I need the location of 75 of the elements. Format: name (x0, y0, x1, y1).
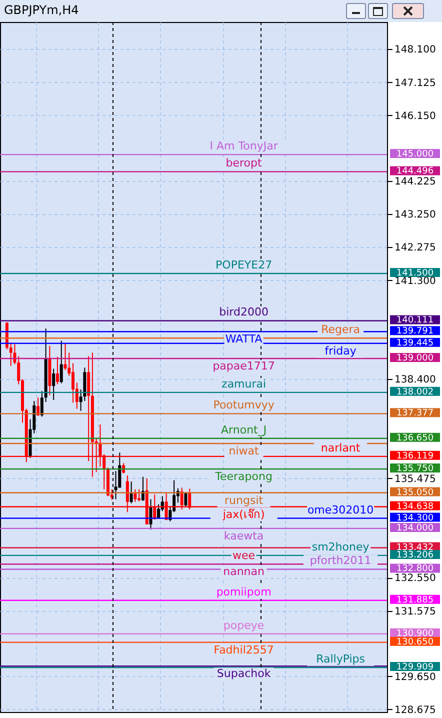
text: 135.050 (396, 488, 434, 498)
candlestick (60, 340, 63, 384)
text: 139.445 (396, 338, 434, 348)
ref-line-label: RallyPips (316, 652, 366, 666)
ref-line-label: beropt (226, 156, 263, 170)
text: 145.000 (396, 150, 434, 160)
y-tick-label: 135.475 (394, 474, 436, 485)
y-tick-label: 131.575 (394, 606, 436, 618)
ref-line-label: narlant (320, 441, 361, 454)
y-tick-label: 147.125 (394, 78, 436, 89)
ref-line-label: Supachok (216, 667, 272, 680)
ref-line-label: jax(เจ๊ก) (222, 508, 265, 521)
ref-line-label: niwat (228, 444, 260, 458)
y-tick-label: 132.550 (394, 573, 436, 584)
text: 129.909 (396, 662, 434, 673)
ref-line-label: wee (232, 548, 256, 562)
chart-title: GBPJPYm,H4 (4, 3, 79, 17)
y-tick-label: 129.650 (394, 672, 436, 683)
candlestick (130, 481, 133, 504)
y-tick-label: 141.300 (394, 276, 436, 287)
ref-line-label: pomiipom (216, 585, 272, 598)
ref-line-label: Regera (321, 323, 360, 336)
ref-line-label: bird2000 (219, 306, 268, 319)
candlestick (184, 492, 188, 508)
ref-line-label: I Am TonyJar (210, 140, 278, 153)
text: 136.119 (396, 451, 434, 462)
ref-line-label: rungsit (224, 494, 264, 507)
y-tick-label: 138.400 (394, 374, 436, 386)
candlestick (13, 344, 16, 365)
text: 130.900 (396, 628, 434, 639)
candlestick (138, 488, 141, 502)
candlestick (56, 356, 59, 385)
ref-line-label: ome302010 (307, 503, 374, 516)
ref-line-label: sm2honey (312, 540, 370, 554)
ref-line-label: papae1717 (212, 360, 275, 372)
y-tick-label: 144.225 (394, 176, 436, 188)
y-tick-label: 142.275 (394, 242, 436, 254)
ref-line-label: Teerapong (214, 470, 272, 483)
ref-line-label: Fadhil2557 (214, 643, 274, 656)
ref-line-label: Arnont_J (221, 423, 267, 436)
text: 135.750 (396, 464, 434, 474)
ref-line-label: Pootumvyy (213, 398, 275, 412)
text: 131.885 (396, 595, 434, 606)
text: 130.650 (396, 637, 434, 648)
ref-line-label: POPEYE27 (216, 258, 272, 272)
y-tick-label: 146.150 (394, 110, 436, 122)
text: 139.000 (396, 354, 434, 364)
text: 138.002 (396, 387, 434, 398)
ref-line-label: friday (324, 344, 357, 358)
candlestick (9, 342, 12, 366)
y-tick-label: 148.100 (394, 44, 436, 56)
ref-line-label: WATTA (225, 332, 263, 346)
y-tick-label: 143.250 (394, 210, 436, 221)
candlestick (40, 390, 44, 418)
candlestick (72, 362, 75, 404)
y-tick-label: 128.675 (394, 704, 436, 716)
ref-line-label: zamurai (222, 377, 266, 390)
candlestick (134, 488, 137, 502)
text: 134.638 (396, 502, 434, 512)
ref-line-label: kaewta (224, 529, 264, 542)
text: 133.206 (396, 550, 434, 560)
text: 144.496 (396, 166, 434, 177)
text: 136.650 (396, 433, 434, 444)
text: 140.111 (396, 316, 434, 326)
ref-line-label: nannan (223, 565, 265, 578)
text: 132.800 (396, 564, 434, 574)
ref-line-label: popeye (223, 618, 264, 632)
text: 134.300 (396, 513, 434, 524)
text: 137.377 (396, 408, 434, 419)
candlestick (52, 368, 56, 400)
ref-line-label: pforth2011 (310, 554, 372, 568)
candlestick (64, 342, 67, 371)
text: 139.791 (396, 326, 434, 337)
candlestick (157, 504, 160, 520)
text: 134.000 (396, 523, 434, 534)
